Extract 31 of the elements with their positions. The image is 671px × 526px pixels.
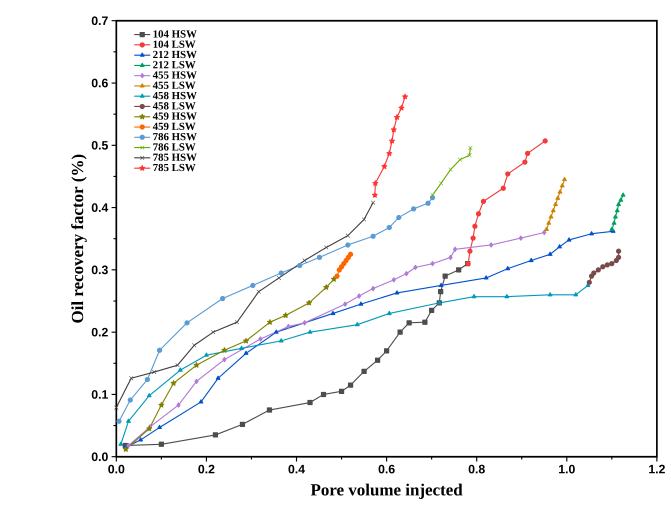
- legend-label: 458 HSW: [152, 92, 197, 100]
- x-tick-label: 0.4: [288, 464, 305, 474]
- legend-label: 458 LSW: [152, 102, 196, 110]
- legend-label: 104 LSW: [154, 40, 196, 48]
- y-tick-label: 0.4: [92, 203, 108, 212]
- legend-label: 786 HSW: [153, 132, 197, 140]
- legend-label: 212 LSW: [153, 60, 196, 68]
- legend-label: 459 HSW: [152, 112, 197, 120]
- x-tick-label: 1.0: [559, 464, 575, 474]
- legend-label: 785 LSW: [153, 164, 196, 172]
- x-axis-title: Pore volume injected: [310, 483, 463, 499]
- legend-label: 786 LSW: [153, 143, 196, 150]
- y-tick-label: 0.5: [92, 140, 108, 150]
- y-tick-label: 0.0: [92, 452, 108, 461]
- x-tick-label: 0.2: [198, 464, 214, 474]
- x-tick-label: 0.0: [108, 464, 124, 474]
- x-tick-label: 0.8: [468, 464, 485, 474]
- legend-label: 459 LSW: [152, 122, 196, 130]
- y-axis-title: Oil recovery factor (%): [71, 154, 87, 322]
- y-tick-label: 0.6: [92, 78, 108, 88]
- y-tick-label: 0.7: [92, 16, 108, 25]
- y-tick-label: 0.3: [92, 265, 108, 274]
- legend-label: 455 LSW: [152, 81, 196, 89]
- legend-label: 455 HSW: [152, 71, 197, 78]
- legend-label: 785 HSW: [153, 153, 197, 161]
- legend-label: 104 HSW: [154, 30, 197, 38]
- x-tick-label: 0.6: [378, 464, 395, 474]
- legend-label: 212 HSW: [153, 50, 197, 58]
- x-tick-label: 1.2: [649, 464, 665, 474]
- y-tick-label: 0.1: [92, 390, 108, 399]
- y-tick-label: 0.2: [92, 328, 108, 336]
